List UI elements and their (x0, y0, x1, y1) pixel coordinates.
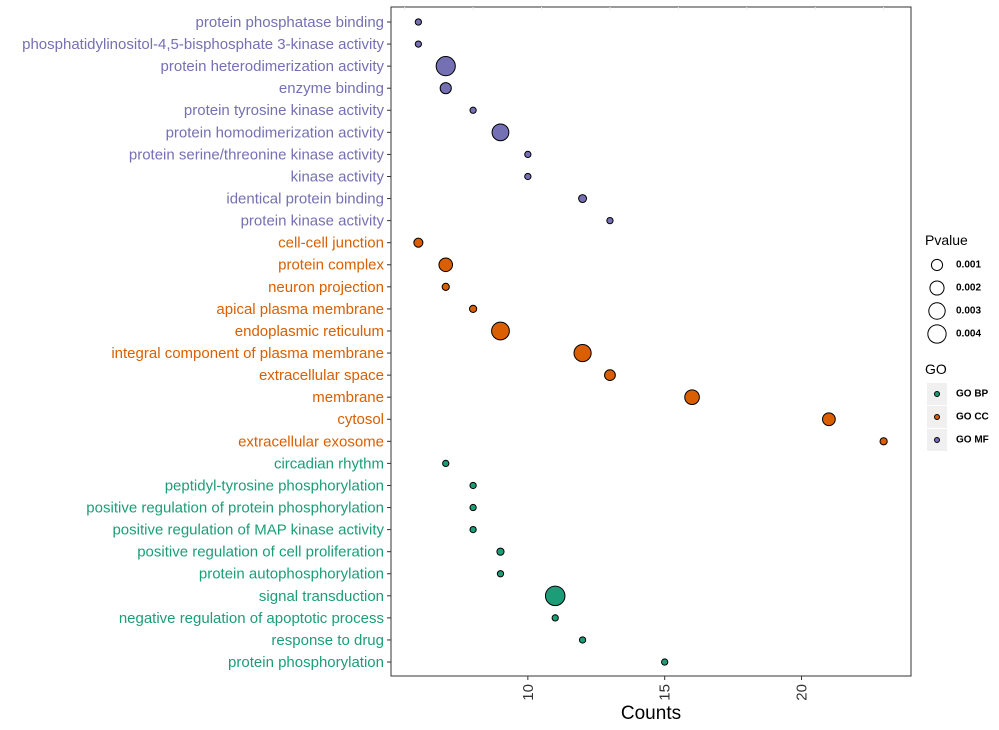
y-tick-label: protein heterodimerization activity (161, 58, 385, 75)
data-point (438, 257, 454, 273)
data-point (441, 282, 450, 291)
y-tick-label: circadian rhythm (274, 455, 384, 472)
y-tick-label: cell-cell junction (278, 235, 384, 252)
y-tick-label: protein phosphorylation (228, 654, 384, 671)
data-point (684, 389, 700, 405)
legend-size-key (928, 302, 946, 320)
data-point (661, 658, 669, 666)
data-point (491, 123, 510, 142)
legend-pvalue: Pvalue 0.001 0.002 0.003 0.004 (925, 232, 981, 344)
data-point (606, 216, 614, 225)
y-tick-label: response to drug (271, 632, 384, 649)
y-tick-label: integral component of plasma membrane (111, 345, 384, 362)
legend-color-label: GO MF (956, 435, 989, 446)
y-tick-label: protein homodimerization activity (166, 124, 385, 141)
data-point (491, 321, 510, 341)
data-point (551, 614, 559, 622)
data-point (439, 82, 452, 95)
legend-size-label: 0.002 (956, 283, 981, 294)
plot-panel (390, 6, 912, 677)
y-tick-label: apical plasma membrane (216, 301, 384, 318)
y-tick-label: neuron projection (268, 279, 384, 296)
legend-color-key (934, 391, 940, 397)
gridlines (404, 7, 885, 10)
y-tick-label: endoplasmic reticulum (235, 323, 384, 340)
legend-size-label: 0.001 (956, 260, 981, 271)
x-tick-label: 15 (657, 684, 674, 701)
data-point (414, 40, 422, 48)
y-tick-label: positive regulation of cell proliferatio… (137, 544, 384, 561)
y-tick-label: membrane (312, 389, 384, 406)
data-point (573, 343, 592, 363)
y-tick-label: extracellular exosome (238, 433, 384, 450)
y-tick-label: protein serine/threonine kinase activity (129, 146, 385, 163)
data-point (469, 525, 477, 534)
legend-size-label: 0.004 (956, 329, 981, 340)
legend-go-title: GO (925, 361, 947, 377)
data-point (414, 18, 422, 26)
legend-size-label: 0.003 (956, 306, 981, 317)
x-tick-label: 20 (794, 684, 811, 701)
y-tick-label: positive regulation of protein phosphory… (86, 500, 384, 517)
y-tick-label: protein phosphatase binding (196, 14, 384, 31)
legend-pvalue-title: Pvalue (925, 232, 968, 248)
data-point (469, 481, 477, 490)
y-tick-label: cytosol (337, 411, 384, 428)
legend-go: GO GO BP GO CC GO MF (925, 361, 989, 451)
data-point (524, 150, 532, 159)
data-point (442, 459, 450, 468)
y-tick-label: extracellular space (259, 367, 384, 384)
legend-size-key (927, 324, 947, 344)
legend-size-key (929, 280, 945, 296)
data-point (604, 369, 616, 382)
data-point (578, 194, 588, 204)
data-point (524, 172, 532, 181)
data-point (544, 585, 566, 607)
y-tick-label: protein complex (278, 257, 384, 274)
data-point (879, 437, 888, 446)
x-axis-title: Counts (621, 703, 681, 724)
data-point (496, 570, 505, 578)
y-tick-label: signal transduction (259, 588, 384, 605)
y-tick-label: positive regulation of MAP kinase activi… (112, 522, 384, 539)
data-point (469, 106, 477, 114)
y-tick-label: negative regulation of apoptotic process (119, 610, 384, 627)
data-point (413, 237, 424, 248)
y-tick-label: identical protein binding (226, 191, 384, 208)
data-point (496, 547, 505, 556)
legend-color-key (934, 414, 940, 420)
y-axis-ticks (387, 21, 391, 663)
data-point (469, 304, 478, 314)
data-points (413, 18, 888, 666)
x-tick-label: 10 (520, 684, 537, 701)
legend-color-key (934, 437, 940, 443)
y-tick-label: protein kinase activity (241, 213, 385, 230)
legend-color-label: GO CC (956, 412, 989, 423)
y-tick-label: peptidyl-tyrosine phosphorylation (165, 477, 384, 494)
data-point (435, 56, 456, 77)
y-tick-label: protein tyrosine kinase activity (184, 102, 385, 119)
y-axis-labels: protein phosphatase binding phosphatidyli… (22, 14, 384, 671)
y-tick-label: kinase activity (291, 168, 385, 185)
data-point (822, 412, 836, 427)
y-tick-label: protein autophosphorylation (199, 566, 384, 583)
legend-color-label: GO BP (956, 389, 989, 400)
data-point (578, 636, 587, 644)
y-tick-label: enzyme binding (279, 80, 384, 97)
x-axis-ticks: 10 15 20 (520, 676, 811, 701)
data-point (469, 503, 477, 512)
legend-size-key (930, 258, 944, 272)
y-tick-label: phosphatidylinositol-4,5-bisphosphate 3-… (22, 36, 384, 53)
